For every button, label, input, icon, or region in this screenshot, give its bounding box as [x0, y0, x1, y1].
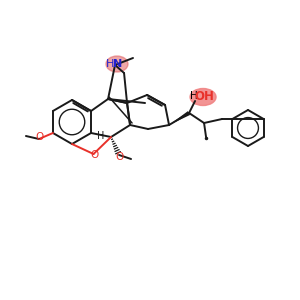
Text: O: O — [35, 133, 44, 142]
Text: H: H — [98, 131, 105, 141]
Text: O: O — [115, 152, 123, 161]
Text: H: H — [190, 91, 198, 101]
Polygon shape — [169, 111, 190, 125]
Ellipse shape — [190, 88, 216, 106]
Text: N: N — [113, 59, 123, 69]
Ellipse shape — [106, 56, 128, 72]
Text: OH: OH — [194, 91, 214, 103]
Text: O: O — [90, 149, 99, 160]
Text: H: H — [106, 59, 114, 69]
